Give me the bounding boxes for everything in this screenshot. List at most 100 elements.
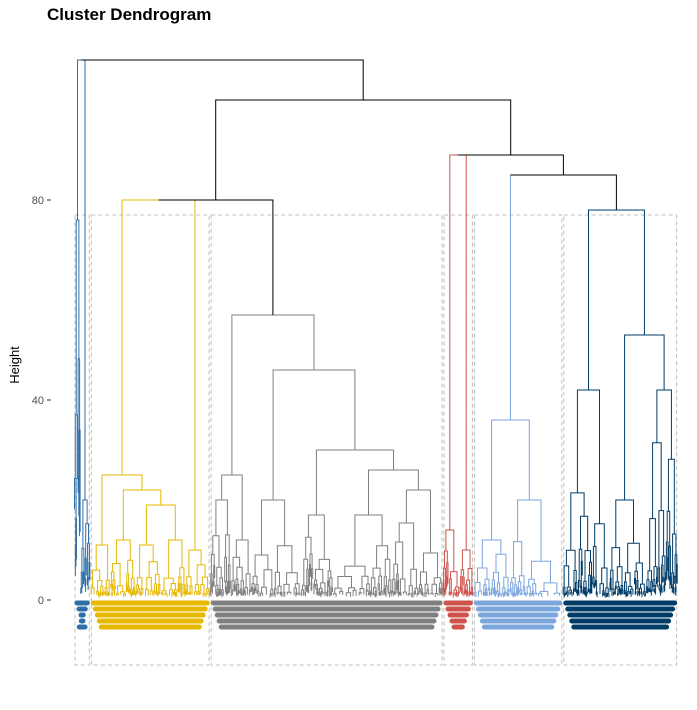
branch-link bbox=[460, 569, 465, 578]
branch-link bbox=[239, 591, 242, 594]
branch-link bbox=[444, 588, 447, 595]
branch-link bbox=[580, 515, 589, 551]
branch-link bbox=[623, 589, 626, 595]
branch-link bbox=[584, 591, 587, 597]
branch-link bbox=[117, 585, 124, 594]
branch-link bbox=[90, 587, 95, 595]
branch-link bbox=[276, 591, 280, 595]
branch-link bbox=[511, 577, 516, 585]
branch-link bbox=[158, 199, 274, 315]
branch-link bbox=[615, 581, 620, 587]
branch-link bbox=[449, 154, 467, 550]
branch-link bbox=[577, 589, 580, 596]
branch-link bbox=[566, 591, 569, 598]
branch-link bbox=[378, 592, 381, 596]
branch-link bbox=[110, 583, 113, 593]
branch-link bbox=[130, 577, 135, 590]
cluster-rectangle bbox=[563, 214, 678, 666]
branch-link bbox=[370, 591, 373, 598]
branch-link bbox=[663, 577, 666, 586]
branch-link bbox=[380, 590, 383, 596]
branch-link bbox=[585, 591, 588, 598]
branch-link bbox=[462, 576, 465, 592]
branch-link bbox=[376, 545, 389, 569]
branch-link bbox=[212, 580, 215, 587]
branch-link bbox=[398, 522, 415, 570]
branch-link bbox=[413, 590, 416, 596]
branch-link bbox=[662, 576, 664, 583]
branch-link bbox=[439, 582, 443, 589]
branch-link bbox=[194, 591, 198, 596]
branch-link bbox=[179, 583, 183, 594]
branch-link bbox=[627, 542, 640, 573]
branch-link bbox=[667, 556, 669, 579]
branch-link bbox=[95, 544, 109, 581]
branch-link bbox=[92, 569, 101, 588]
branch-link bbox=[509, 588, 512, 595]
branch-link bbox=[189, 591, 192, 595]
branch-link bbox=[629, 591, 632, 597]
branch-link bbox=[501, 592, 505, 598]
branch-link bbox=[229, 580, 231, 593]
branch-link bbox=[260, 592, 264, 597]
branch-link bbox=[256, 590, 260, 597]
branch-link bbox=[277, 585, 282, 593]
branch-link bbox=[297, 592, 301, 596]
branch-link bbox=[173, 592, 176, 596]
branch-link bbox=[405, 489, 431, 553]
branch-link bbox=[659, 588, 662, 596]
branch-link bbox=[384, 591, 387, 597]
branch-link bbox=[457, 591, 460, 597]
branch-link bbox=[180, 593, 183, 597]
branch-link bbox=[224, 586, 227, 594]
branch-link bbox=[274, 588, 277, 593]
branch-link bbox=[315, 449, 394, 515]
branch-link bbox=[648, 587, 650, 592]
branch-link bbox=[603, 592, 605, 596]
branch-link bbox=[592, 546, 597, 581]
branch-link bbox=[171, 591, 174, 598]
branch-link bbox=[84, 579, 87, 592]
branch-link bbox=[175, 592, 178, 598]
branch-link bbox=[188, 549, 202, 577]
branch-link bbox=[434, 593, 439, 597]
branch-link bbox=[248, 589, 251, 596]
branch-link bbox=[513, 541, 523, 578]
branch-link bbox=[195, 584, 200, 592]
branch-link bbox=[240, 580, 244, 590]
branch-link bbox=[484, 592, 487, 596]
branch-link bbox=[588, 574, 591, 590]
branch-link bbox=[97, 593, 100, 598]
branch-link bbox=[640, 591, 643, 598]
branch-link bbox=[81, 547, 85, 573]
branch-link bbox=[411, 592, 414, 598]
branch-link bbox=[510, 174, 617, 210]
branch-link bbox=[183, 592, 186, 597]
branch-link bbox=[671, 584, 673, 593]
branch-link bbox=[634, 591, 637, 595]
branch-link bbox=[506, 592, 509, 597]
branch-link bbox=[601, 567, 608, 588]
branch-link bbox=[491, 579, 495, 589]
branch-link bbox=[460, 576, 463, 588]
branch-link bbox=[136, 577, 143, 589]
branch-link bbox=[609, 582, 612, 592]
branch-link bbox=[637, 591, 639, 597]
branch-link bbox=[286, 591, 292, 595]
branch-link bbox=[421, 591, 424, 596]
branch-link bbox=[216, 566, 222, 586]
cluster-rectangle bbox=[443, 214, 473, 666]
branch-link bbox=[523, 592, 526, 596]
branch-link bbox=[570, 591, 573, 597]
branch-link bbox=[286, 572, 298, 585]
y-tick-label: 0 bbox=[38, 595, 44, 607]
branch-link bbox=[582, 589, 585, 595]
branch-link bbox=[627, 590, 630, 597]
branch-link bbox=[588, 209, 645, 390]
branch-link bbox=[399, 592, 402, 596]
branch-link bbox=[531, 592, 534, 595]
branch-link bbox=[420, 571, 427, 585]
branch-link bbox=[318, 591, 321, 596]
branch-link bbox=[614, 585, 617, 595]
branch-link bbox=[74, 414, 78, 480]
